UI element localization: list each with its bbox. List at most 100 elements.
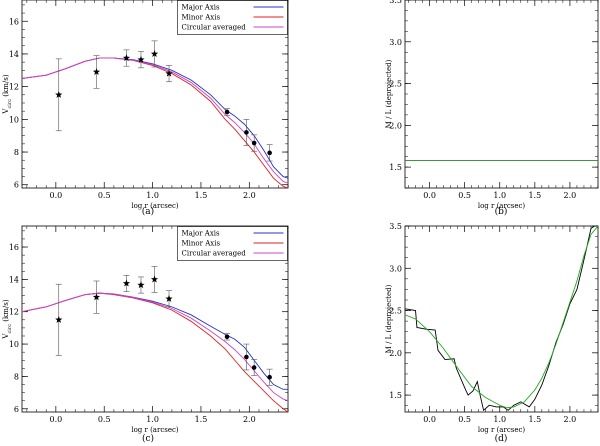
y-tick-label: 6 [14,181,19,190]
data-point-circle [251,365,257,370]
series-line-m-l-profile [405,226,598,412]
series-line-minor-axis [22,57,288,188]
y-tick-label: 1.5 [389,391,402,400]
y-tick-label: 2.0 [389,349,402,358]
y-axis-label-main: V [2,333,10,340]
y-tick-label: 3.0 [389,264,402,273]
panel-caption: (b) [495,206,508,217]
x-axis-label: log r (arcsec) [478,202,526,210]
data-point-star [55,91,63,98]
series-line-circular-averaged [22,292,288,402]
data-point-star [92,293,101,301]
data-point-circle [251,140,257,146]
panel-c: 0.0 0.5 1.0 1.5 2.0 6 8 10 12 14 16 log r (arcsec) V… [2,225,289,444]
x-axis-label: log r (arcsec) [478,426,526,434]
legend-label: Major Axis [182,4,221,12]
plot-data [22,40,288,188]
panel-a: 0.0 0.5 1.0 1.5 2.0 6 8 10 12 14 16 log r (arcsec) V… [2,0,289,217]
x-axis-label: log r (arcsec) [131,202,179,210]
plot-frame [21,225,289,413]
legend-label: Major Axis [182,230,221,238]
y-tick-label: 12 [9,83,19,92]
x-tick-label: 0.5 [98,415,111,424]
y-axis-label-sub: circ [7,99,13,109]
y-tick-label: 14 [9,50,19,59]
y-tick-label: 3.5 [389,0,402,5]
y-tick-label: 12 [9,308,19,317]
y-tick-label: 10 [9,340,19,349]
data-point-star [137,55,145,63]
x-tick-label: 1.5 [195,191,208,200]
x-tick-label: 1.5 [528,415,541,424]
x-tick-label: 2.0 [564,415,577,424]
data-point-circle [267,374,272,380]
x-tick-label: 0.0 [49,415,62,424]
y-tick-label: 8 [14,148,19,157]
x-axis-label: log r (arcsec) [131,426,179,434]
panel-caption: (d) [495,433,508,444]
data-point-circle [224,334,230,340]
data-point-star [165,294,173,302]
legend-label: Minor Axis [182,240,221,248]
panel-d: 0.0 0.5 1.0 1.5 2.0 1.5 2.0 2.5 3.0 3.5 log r (arc… [385,222,599,444]
x-tick-label: 0.0 [423,415,436,424]
plot-frame [21,0,289,189]
data-point-star [150,50,159,58]
legend: Major Axis Minor Axis Circular averaged [177,226,288,261]
data-point-star [165,69,173,77]
data-point-star [122,54,131,62]
y-axis-label: M / L (deprojected) [385,59,393,128]
panel-caption: (c) [142,433,154,444]
data-point-star [137,281,145,289]
y-tick-label: 8 [14,372,19,381]
x-tick-label: 1.0 [146,415,159,424]
data-point-star [150,275,159,283]
x-tick-label: 0.5 [458,415,471,424]
legend-label: Minor Axis [182,14,221,22]
y-axis-label: Vcirc (km/s) [2,74,13,114]
y-tick-label: 6 [14,405,19,414]
plot-data [405,226,598,412]
x-tick-label: 1.5 [528,191,541,200]
x-tick-label: 0.0 [423,191,436,200]
x-tick-label: 1.5 [195,415,208,424]
y-axis-label-sub: circ [7,324,13,334]
data-point-circle [224,109,230,115]
data-point-circle [244,354,249,360]
y-axis-label: Vcirc (km/s) [2,299,13,339]
data-point-star [55,316,63,323]
data-point-star [122,279,131,287]
x-tick-label: 0.5 [458,191,471,200]
y-tick-label: 16 [9,243,19,252]
y-tick-label: 2.5 [389,307,402,316]
y-tick-label: 3.0 [389,38,402,47]
plot-data [22,266,288,412]
x-tick-label: 1.0 [493,191,506,200]
y-axis-label-tail: (km/s) [2,74,10,99]
x-tick-label: 2.0 [243,415,256,424]
data-point-star [92,68,101,75]
x-tick-label: 1.0 [493,415,506,424]
y-tick-label: 16 [9,17,19,26]
series-line-circular-averaged [22,57,288,184]
y-axis-label-main: V [2,108,10,115]
panel-caption: (a) [142,206,154,217]
y-tick-label: 1.5 [389,163,402,172]
series-line-major-axis [22,57,288,179]
y-tick-label: 10 [9,115,19,124]
plot-frame [404,0,599,189]
y-tick-label: 2.5 [389,80,402,89]
legend: Major Axis Minor Axis Circular averaged [177,0,288,35]
x-tick-label: 2.0 [564,191,577,200]
x-tick-label: 2.0 [243,191,256,200]
plot-frame [404,225,599,413]
x-tick-label: 0.0 [49,191,62,200]
series-line-smooth-fit [405,226,598,409]
data-point-circle [244,130,249,135]
x-tick-label: 0.5 [98,191,111,200]
y-axis-label: M / L (deprojected) [385,284,393,353]
panel-b: 0.0 0.5 1.0 1.5 2.0 1.5 2.0 2.5 3.0 3.5 log r (arc… [385,0,599,217]
y-axis-label-tail: (km/s) [2,299,10,324]
data-point-circle [267,150,272,156]
